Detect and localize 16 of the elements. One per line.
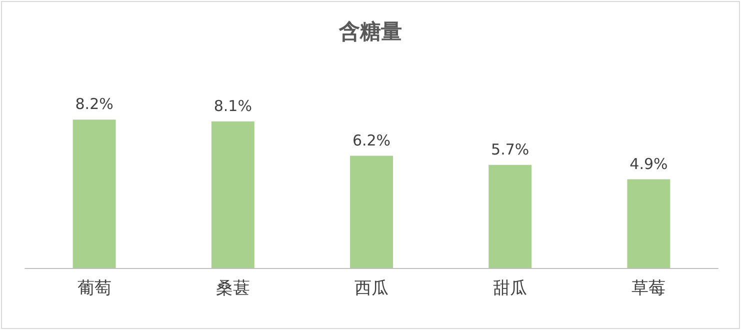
x-tick-label: 桑葚 <box>216 278 250 298</box>
data-label: 5.7% <box>491 140 530 158</box>
bar <box>350 156 393 268</box>
bar <box>627 179 670 268</box>
bar <box>72 120 116 268</box>
bar <box>488 164 532 268</box>
chart-title: 含糖量 <box>338 20 402 44</box>
bar <box>211 121 254 268</box>
data-label: 6.2% <box>352 131 391 150</box>
data-label: 8.2% <box>75 95 114 114</box>
data-label: 8.1% <box>214 96 252 115</box>
x-tick-label: 葡萄 <box>77 278 112 298</box>
x-tick-label: 甜瓜 <box>493 278 528 298</box>
x-tick-label: 草莓 <box>632 278 666 298</box>
x-tick-label: 西瓜 <box>354 278 388 298</box>
data-label: 4.9% <box>630 154 668 173</box>
